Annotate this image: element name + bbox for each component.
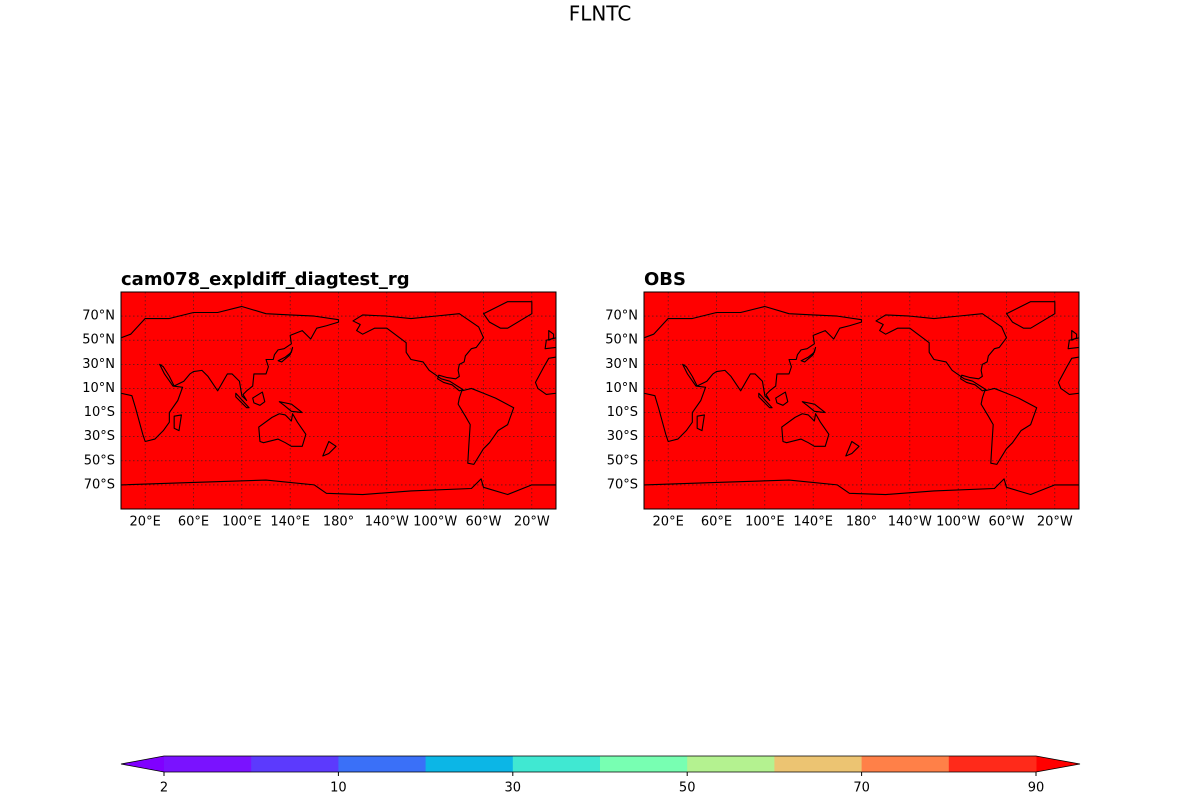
x-tick-label: 180° bbox=[846, 515, 877, 530]
colorbar-segment bbox=[338, 756, 427, 772]
colorbar-tick-label: 2 bbox=[160, 781, 168, 796]
colorbar-tick-label: 70 bbox=[853, 781, 870, 796]
x-tick-label: 20°E bbox=[130, 515, 161, 530]
map-frame bbox=[643, 291, 1080, 510]
x-tick-label: 140°E bbox=[793, 515, 833, 530]
colorbar-under bbox=[121, 756, 164, 772]
x-tick-label: 140°W bbox=[888, 515, 932, 530]
y-tick-label: 50°S bbox=[84, 453, 115, 468]
colorbar-segment bbox=[774, 756, 863, 772]
colorbar-tick-label: 90 bbox=[1028, 781, 1045, 796]
x-tick-label: 100°E bbox=[222, 515, 262, 530]
colorbar-tick-label: 30 bbox=[505, 781, 522, 796]
y-tick-label: 70°S bbox=[607, 477, 638, 492]
y-tick-label: 10°S bbox=[607, 405, 638, 420]
x-tick-label: 100°W bbox=[413, 515, 457, 530]
map-panel: 20°E 60°E 100°E 140°E 180° 140°W 100°W 60°W 20°W… bbox=[82, 269, 557, 530]
x-tick-label: 60°W bbox=[989, 515, 1025, 530]
colorbar-segment bbox=[600, 756, 688, 772]
x-tick-label: 100°W bbox=[936, 515, 980, 530]
colorbar-tick-label: 10 bbox=[330, 781, 347, 796]
x-tick-label: 20°W bbox=[514, 515, 550, 530]
y-tick-label: 30°N bbox=[82, 357, 115, 372]
x-tick-label: 60°E bbox=[701, 515, 732, 530]
colorbar-segment bbox=[687, 756, 775, 772]
colorbar-segment bbox=[861, 756, 950, 772]
y-tick-label: 70°N bbox=[605, 309, 638, 324]
colorbar-segment bbox=[164, 756, 252, 772]
colorbar-segment bbox=[251, 756, 339, 772]
x-tick-label: 140°W bbox=[365, 515, 409, 530]
x-tick-label: 60°E bbox=[178, 515, 209, 530]
colorbar-segment bbox=[425, 756, 514, 772]
panel-title: cam078_expldiff_diagtest_rg bbox=[121, 269, 410, 290]
map-frame bbox=[120, 291, 557, 510]
y-tick-label: 70°S bbox=[84, 477, 115, 492]
y-tick-label: 50°N bbox=[82, 333, 115, 348]
colorbar-segment bbox=[948, 756, 1037, 772]
colorbar-over bbox=[1036, 756, 1080, 772]
y-tick-label: 10°S bbox=[84, 405, 115, 420]
panel-title: OBS bbox=[644, 269, 686, 290]
x-tick-label: 60°W bbox=[466, 515, 502, 530]
figure-title: FLNTC bbox=[569, 2, 632, 26]
y-tick-label: 10°N bbox=[605, 381, 638, 396]
y-tick-label: 30°S bbox=[84, 429, 115, 444]
y-tick-label: 50°S bbox=[607, 453, 638, 468]
map-panel: 20°E 60°E 100°E 140°E 180° 140°W 100°W 60°W 20°W… bbox=[605, 269, 1080, 530]
x-tick-label: 180° bbox=[323, 515, 354, 530]
y-tick-label: 50°N bbox=[605, 333, 638, 348]
colorbar-tick-label: 50 bbox=[679, 781, 696, 796]
y-tick-label: 70°N bbox=[82, 309, 115, 324]
x-tick-label: 140°E bbox=[270, 515, 310, 530]
x-tick-label: 100°E bbox=[745, 515, 785, 530]
y-tick-label: 30°N bbox=[605, 357, 638, 372]
y-tick-label: 10°N bbox=[82, 381, 115, 396]
x-tick-label: 20°E bbox=[653, 515, 684, 530]
y-tick-label: 30°S bbox=[607, 429, 638, 444]
colorbar-segment bbox=[512, 756, 601, 772]
x-tick-label: 20°W bbox=[1037, 515, 1073, 530]
